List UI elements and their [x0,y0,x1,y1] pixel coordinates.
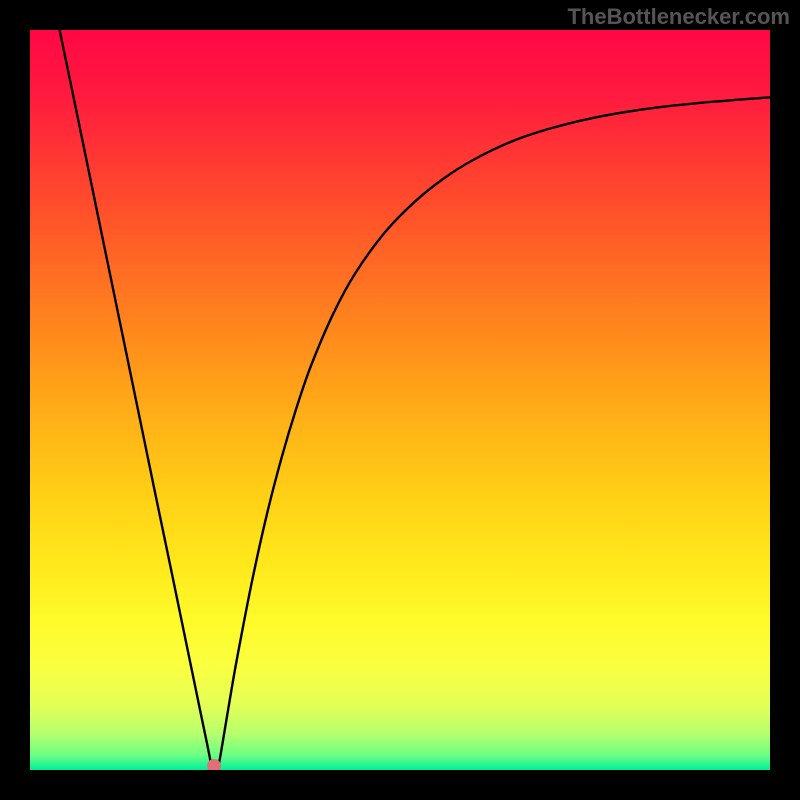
minimum-marker [207,759,221,770]
watermark-text: TheBottlenecker.com [567,4,790,30]
curve-svg [30,30,770,770]
bottleneck-curve [60,30,770,770]
plot-area [30,30,770,770]
chart-container: { "watermark": { "text": "TheBottlenecke… [0,0,800,800]
